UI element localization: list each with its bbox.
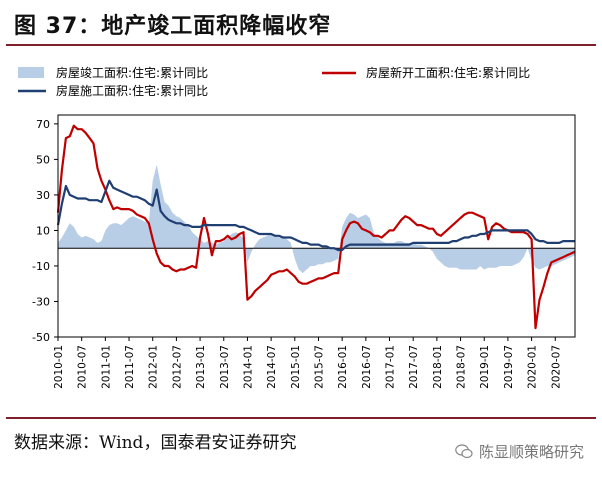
y-tick-label: -50 [32,331,50,344]
x-tick-label: 2014-07 [266,345,278,389]
y-tick-label: 30 [36,189,50,202]
x-axis: 2010-01 2010-07 2011-01 2011-07 2012-01 2012-… [53,337,562,389]
x-tick-label: 2010-07 [77,345,89,389]
x-tick-label: 2016-01 [337,345,349,389]
y-tick-label: -30 [32,295,50,308]
series-line-1 [56,179,575,252]
y-tick-label: -10 [32,260,50,273]
x-tick-label: 2015-07 [313,345,325,389]
x-tick-label: 2017-01 [385,345,397,389]
x-tick-label: 2020-07 [550,345,562,389]
x-tick-label: 2017-07 [408,345,420,389]
x-tick-label: 2011-07 [124,345,136,389]
title-rule [6,44,596,46]
wechat-icon [455,444,473,459]
series-area-0 [58,164,575,274]
y-tick-label: 10 [36,224,50,237]
footer-rule [6,417,596,419]
watermark: 陈显顺策略研究 [455,441,584,462]
x-tick-label: 2012-01 [148,345,160,389]
x-tick-label: 2013-01 [195,345,207,389]
source-note: 数据来源：Wind，国泰君安证券研究 [14,433,297,453]
x-tick-label: 2020-01 [527,345,539,389]
series-line-0 [56,124,576,330]
x-tick-label: 2015-01 [290,345,302,389]
figure-title: 图 37：地产竣工面积降幅收窄 [14,14,332,39]
watermark-text: 陈显顺策略研究 [478,443,584,461]
y-tick-label: 70 [36,118,50,131]
plot-frame [57,114,576,338]
x-tick-label: 2014-01 [242,345,254,389]
figure-header: 图 37：地产竣工面积降幅收窄 [0,0,602,46]
x-tick-label: 2011-01 [100,345,112,389]
x-tick-label: 2018-07 [456,345,468,389]
x-tick-label: 2010-01 [53,345,65,389]
x-tick-label: 2012-07 [171,345,183,389]
x-tick-label: 2019-01 [479,345,491,389]
legend-label-newstart: 房屋新开工面积:住宅:累计同比 [366,65,530,80]
area-layer [58,164,575,274]
y-tick-label: 50 [36,153,50,166]
plot-frame-layer [57,114,576,338]
x-tick-label: 2016-07 [361,345,373,389]
y-axis: 70 50 30 10 -10 -30 -50 [32,118,58,344]
x-tick-label: 2018-01 [432,345,444,389]
x-tick-label: 2019-07 [503,345,515,389]
legend-label-construction: 房屋施工面积:住宅:累计同比 [56,83,208,98]
line-layer [56,124,576,330]
legend-swatch-area [18,67,44,78]
x-tick-label: 2013-07 [219,345,231,389]
legend-label-completed: 房屋竣工面积:住宅:累计同比 [56,65,208,80]
